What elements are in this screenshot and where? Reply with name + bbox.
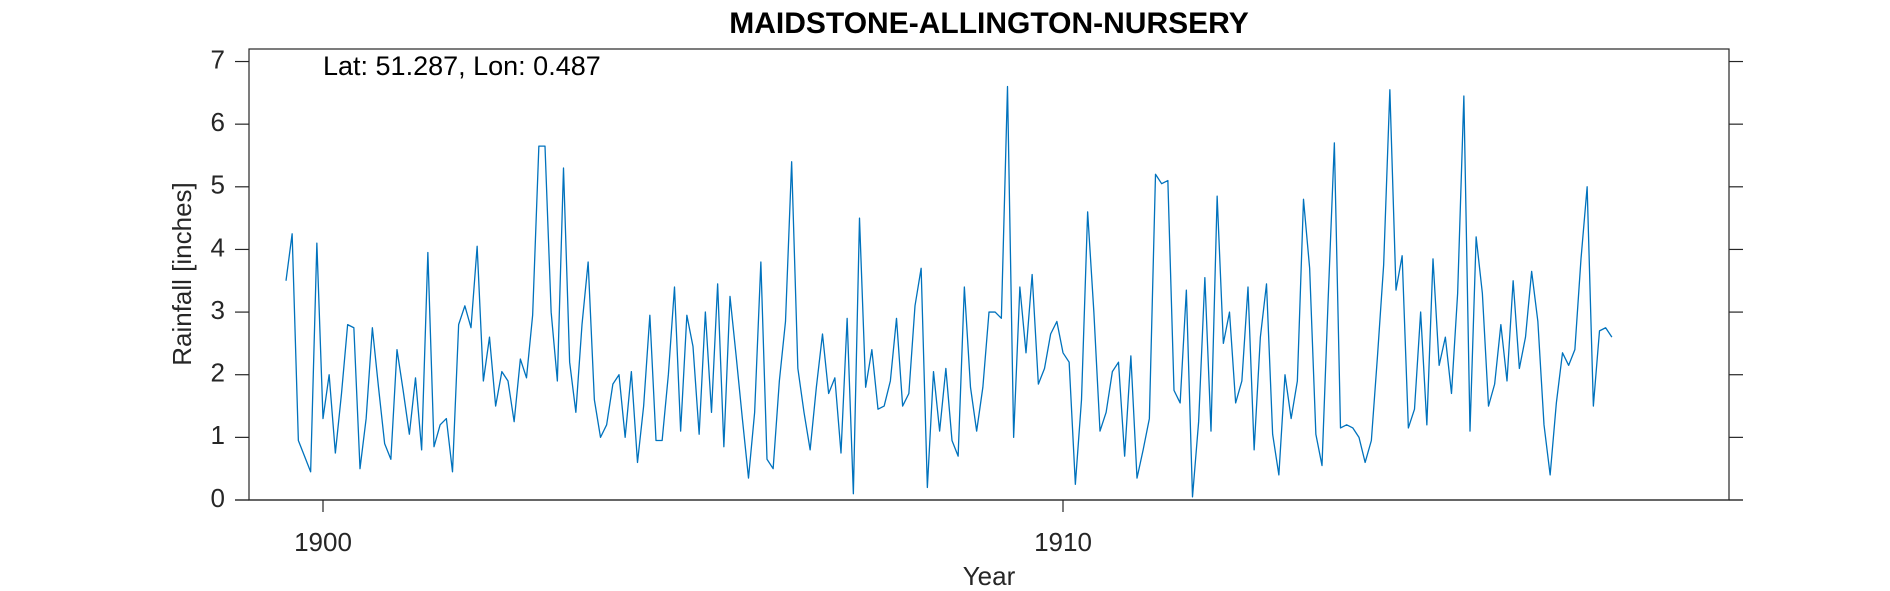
y-tick-label: 1: [211, 420, 225, 450]
y-tick-label: 2: [211, 358, 225, 388]
x-axis-label: Year: [963, 561, 1016, 591]
y-tick-label: 6: [211, 107, 225, 137]
x-tick-label: 1900: [294, 527, 352, 557]
y-tick-label: 4: [211, 232, 225, 262]
rainfall-line: [285, 85, 1613, 498]
y-tick-label: 5: [211, 170, 225, 200]
y-axis-label: Rainfall [inches]: [167, 182, 197, 366]
x-tick-label: 1910: [1034, 527, 1092, 557]
chart-title: MAIDSTONE-ALLINGTON-NURSERY: [729, 7, 1248, 40]
y-tick-label: 0: [211, 483, 225, 513]
plot-frame: [248, 48, 1730, 501]
y-tick-label: 3: [211, 295, 225, 325]
y-tick-label: 7: [211, 44, 225, 74]
annotation: Lat: 51.287, Lon: 0.487: [323, 51, 601, 81]
